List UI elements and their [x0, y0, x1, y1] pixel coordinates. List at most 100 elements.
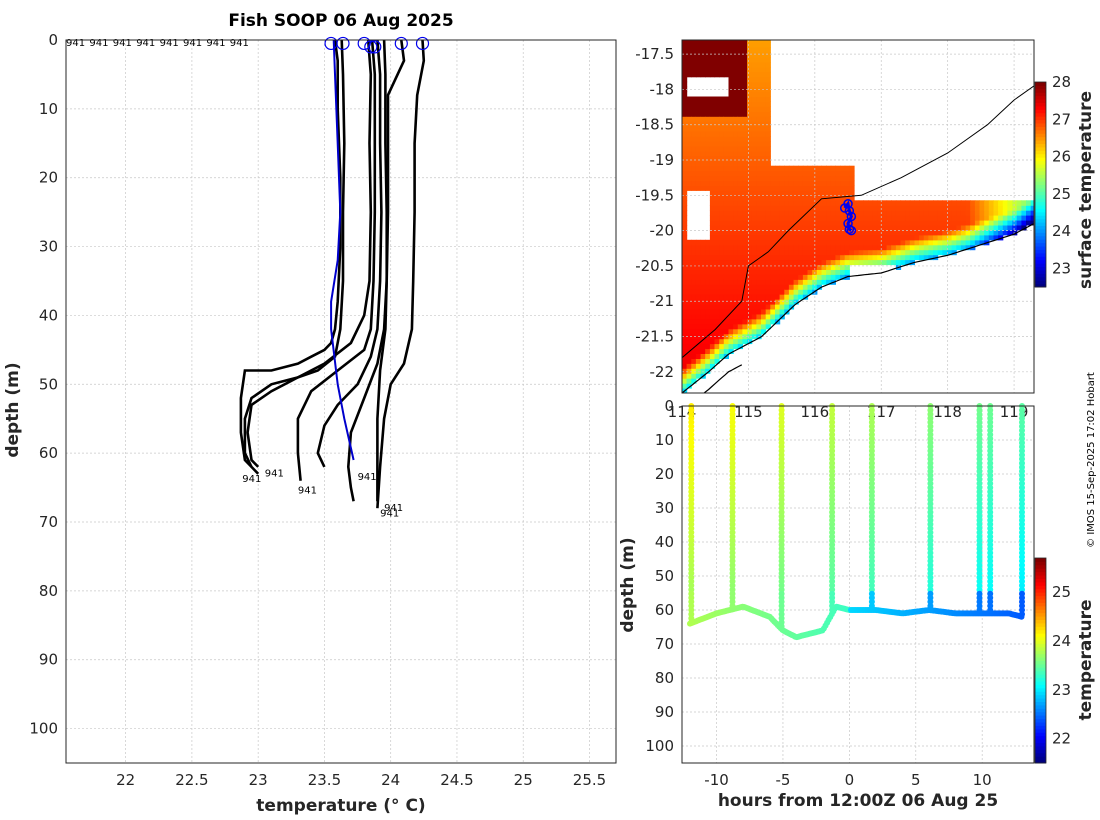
sst-cell [770, 318, 776, 325]
sst-cell [770, 294, 776, 300]
cast-point [927, 549, 934, 556]
cast-point [729, 476, 736, 483]
sst-cell [840, 185, 846, 191]
sst-cell [719, 106, 725, 112]
sst-cell [784, 200, 790, 206]
sst-cell [919, 220, 925, 226]
sst-cell [682, 234, 688, 241]
sst-cell [868, 229, 874, 236]
sst-cell [1012, 210, 1018, 216]
sst-cell [723, 323, 729, 330]
cast-point [778, 578, 785, 585]
sst-cell [895, 229, 902, 236]
sst-cell [905, 205, 911, 211]
sst-cell [793, 299, 799, 305]
sst-cell [960, 229, 967, 236]
sst-cell [737, 200, 743, 206]
cast-point [868, 598, 875, 605]
sst-cell [714, 249, 720, 256]
sst-cell [756, 136, 762, 142]
map-ytick: -18.5 [635, 116, 674, 134]
sst-cell [714, 111, 720, 117]
sst-cell [728, 116, 734, 122]
sst-cell [682, 131, 688, 137]
sst-cell [956, 229, 962, 236]
sst-cell [923, 249, 929, 256]
sst-cell [923, 220, 929, 226]
cast-point [778, 464, 785, 471]
sst-cell [812, 195, 818, 201]
sst-cell [1021, 220, 1027, 226]
sst-cell [682, 259, 688, 266]
map-ytick: -20 [650, 222, 675, 240]
time-depth-points [687, 403, 1025, 641]
sst-cell [709, 145, 716, 152]
colorbar-segment [1035, 732, 1046, 737]
sst-cell [695, 284, 702, 290]
sst-cell [1007, 200, 1013, 206]
sst-cell [742, 170, 748, 177]
sst-cell [686, 160, 692, 167]
sst-cell [756, 274, 762, 280]
sst-cell [872, 205, 878, 211]
sst-cell [733, 40, 739, 43]
sst-cell [988, 234, 994, 241]
sst-cell [695, 111, 702, 117]
sst-cell [765, 200, 771, 206]
sst-cell [682, 289, 688, 295]
sst-cell [728, 215, 734, 221]
cast-point [688, 607, 695, 613]
sst-cell [756, 289, 762, 295]
sst-cell [682, 81, 688, 88]
cast-point [729, 484, 736, 491]
sst-cell [761, 318, 767, 325]
sst-cell [877, 200, 883, 206]
sst-cell [765, 61, 771, 68]
sst-cell [826, 210, 832, 216]
sst-cell [691, 318, 697, 325]
sst-cell [700, 185, 706, 191]
cast-point [729, 443, 736, 450]
sst-cell [737, 294, 743, 300]
sst-cell [765, 279, 771, 285]
cast-point [927, 484, 934, 491]
sst-cell [816, 200, 822, 206]
cast-point [976, 558, 983, 564]
sst-cell [914, 239, 920, 246]
sst-cell [695, 165, 702, 172]
sst-cell [695, 121, 702, 127]
sst-cell [691, 239, 697, 246]
cast-point [829, 456, 836, 462]
sst-cell [775, 244, 781, 251]
sst-cell [1026, 215, 1032, 221]
sst-cell [686, 180, 692, 186]
sst-cell [742, 264, 748, 270]
sst-cell [695, 47, 702, 53]
sst-cell [895, 210, 902, 216]
cast-point [1019, 423, 1025, 430]
sst-cell [719, 71, 725, 78]
sst-cell [858, 210, 864, 216]
cast-point [688, 464, 695, 471]
sst-cell [928, 244, 934, 251]
sst-cell [933, 220, 939, 226]
sst-cell [788, 215, 795, 221]
vessel-track [839, 199, 857, 236]
colorbar-segment [1035, 191, 1046, 196]
cast-point [1019, 590, 1025, 597]
cast-point [987, 476, 994, 483]
sst-cell [761, 299, 767, 305]
sst-cell [835, 239, 841, 246]
sst-cell [747, 284, 753, 290]
sst-cell [714, 205, 720, 211]
cast-id-label: 941 [89, 38, 108, 49]
sst-cell [733, 96, 739, 102]
cast-point [729, 435, 736, 442]
sst-cell [700, 180, 706, 186]
sst-cell [737, 56, 743, 63]
sst-cell [765, 304, 771, 310]
sst-cell [714, 239, 720, 246]
cast-point [976, 500, 983, 507]
sst-cell [942, 200, 948, 206]
cast-point [1019, 427, 1025, 434]
